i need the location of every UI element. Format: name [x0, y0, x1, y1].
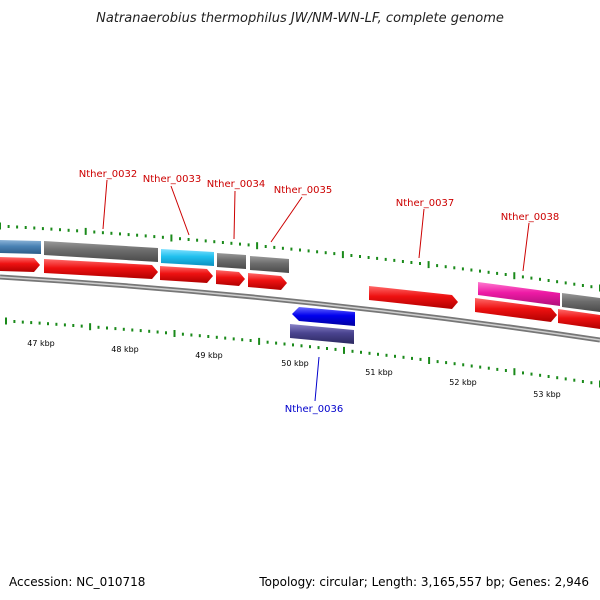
- cds-arrow-reverse-nther-0036: [292, 307, 355, 326]
- cds-arrow: [475, 298, 557, 322]
- gene-label: Nther_0038: [501, 212, 559, 223]
- map-title: Natranaerobius thermophilus JW/NM-WN-LF,…: [96, 11, 504, 26]
- gene-block-nther-0038: [478, 282, 560, 306]
- cds-arrow: [558, 309, 600, 329]
- cds-arrow: [248, 273, 287, 290]
- gene-block-nther-0035: [250, 256, 289, 273]
- cds-arrow: [0, 257, 40, 272]
- gene-block-nther-0033: [161, 249, 214, 266]
- accession-text: Accession: NC_010718: [9, 575, 146, 589]
- gene-block-steelblue: [0, 240, 41, 254]
- gene-label: Nther_0033: [143, 174, 201, 185]
- gene-labels: Nther_0032 Nther_0033 Nther_0034 Nther_0…: [79, 169, 559, 415]
- gene-track-outer: [0, 240, 600, 312]
- gene-label: Nther_0037: [396, 198, 454, 209]
- genome-summary-text: Topology: circular; Length: 3,165,557 bp…: [259, 575, 589, 589]
- cds-arrow: [44, 259, 158, 279]
- kbp-label: 52 kbp: [449, 378, 477, 387]
- kbp-label: 51 kbp: [365, 368, 393, 377]
- kbp-label: 50 kbp: [281, 359, 309, 368]
- inner-tick-track: [5, 317, 600, 388]
- gene-block-nther-0032: [44, 241, 158, 262]
- gene-block-reverse-nther-0036: [290, 324, 354, 344]
- gene-block-nther-0034: [217, 253, 246, 269]
- kbp-label: 49 kbp: [195, 351, 223, 360]
- gene-label: Nther_0032: [79, 169, 137, 180]
- gene-label: Nther_0035: [274, 185, 332, 196]
- cds-arrow: [369, 286, 458, 309]
- gene-block-grey-right: [562, 293, 600, 312]
- gene-label: Nther_0036: [285, 404, 343, 415]
- kbp-label: 48 kbp: [111, 345, 139, 354]
- outer-tick-track: [0, 222, 600, 292]
- cds-track-reverse: [290, 307, 355, 344]
- kbp-scale-labels: 47 kbp 48 kbp 49 kbp 50 kbp 51 kbp 52 kb…: [27, 339, 561, 399]
- label-leader-lines: [102, 179, 530, 272]
- cds-arrow: [160, 266, 213, 283]
- kbp-label: 53 kbp: [533, 390, 561, 399]
- cds-track-forward: [0, 257, 600, 329]
- cds-arrow: [216, 270, 245, 286]
- label-leader-line-nther-0036: [314, 356, 320, 402]
- gene-label: Nther_0034: [207, 179, 265, 190]
- kbp-label: 47 kbp: [27, 339, 55, 348]
